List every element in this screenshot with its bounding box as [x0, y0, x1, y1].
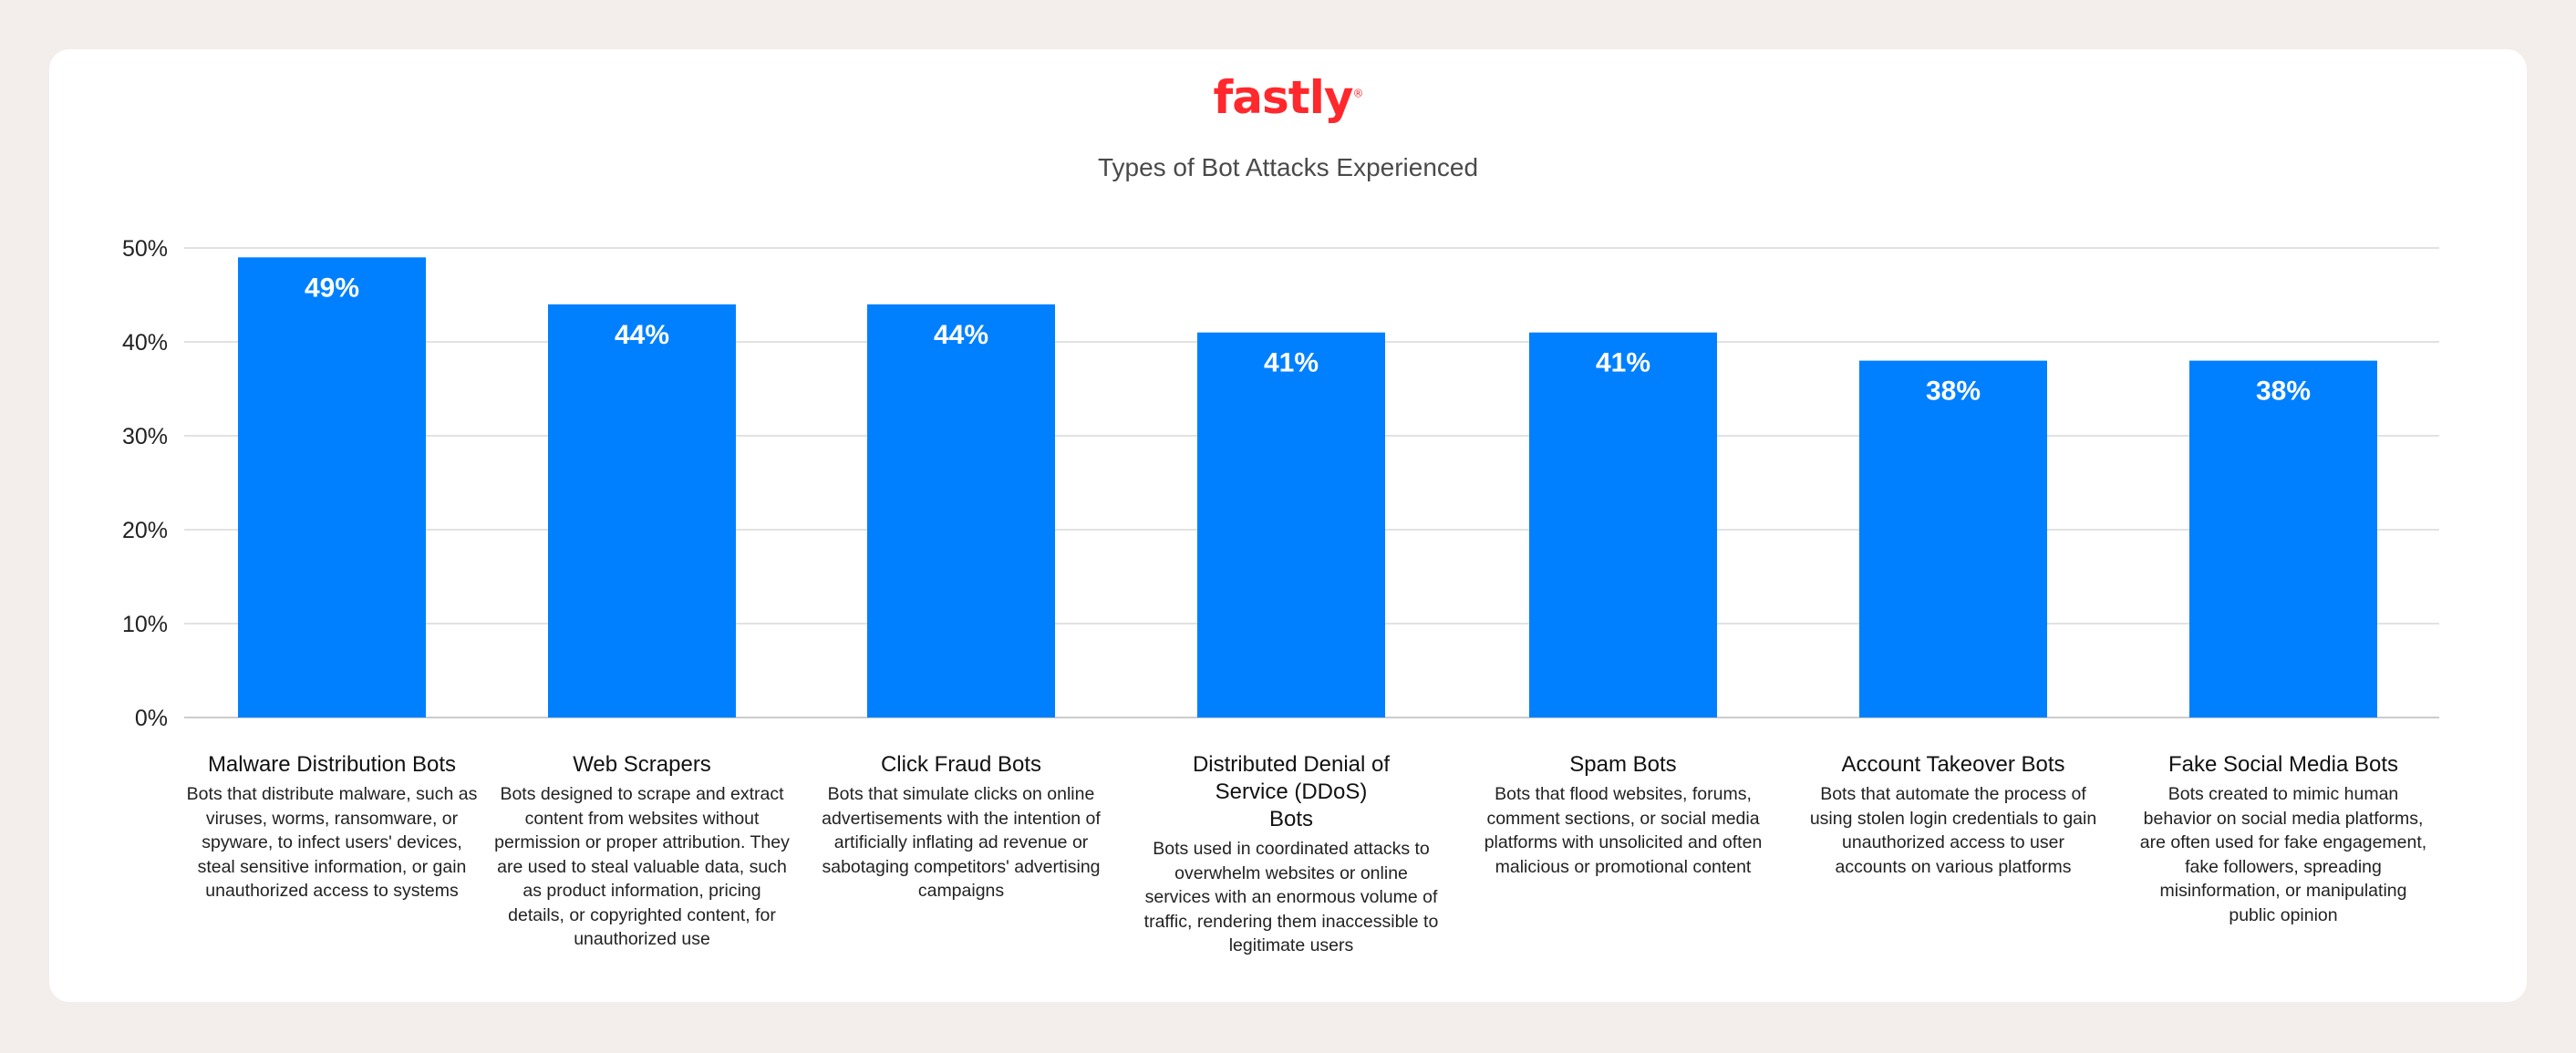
bar-data-label: 41% — [1264, 348, 1319, 378]
category-description: Bots that distribute malware, such as vi… — [186, 784, 478, 901]
category-title: Malware Distribution Bots — [207, 752, 457, 777]
category-label: Malware Distribution Bots Bots that distr… — [177, 751, 487, 903]
category-label: Fake Social Media Bots Bots created to mi… — [2128, 751, 2438, 927]
bar — [1197, 332, 1385, 717]
bar — [1529, 332, 1717, 717]
category-description: Bots that simulate clicks on online adve… — [822, 784, 1101, 901]
category-description: Bots designed to scrape and extract cont… — [494, 784, 790, 949]
category-description: Bots that automate the process of using … — [1809, 784, 2097, 877]
category-title: Web Scrapers — [573, 752, 711, 777]
category-label: Account Takeover Bots Bots that automate … — [1798, 751, 2108, 879]
category-description: Bots created to mimic human behavior on … — [2139, 784, 2427, 925]
bar — [238, 257, 426, 717]
y-tick-label: 20% — [122, 518, 168, 543]
category-label: Click Fraud Bots Bots that simulate click… — [806, 751, 1116, 903]
bar — [1859, 360, 2047, 717]
bar-data-label: 44% — [934, 320, 988, 350]
bar-data-label: 44% — [615, 320, 669, 350]
category-label: Spam Bots Bots that flood websites, forum… — [1468, 751, 1778, 879]
category-title: Fake Social Media Bots — [2167, 752, 2399, 777]
y-tick-label: 0% — [135, 706, 168, 731]
category-title: Account Takeover Bots — [1841, 752, 2065, 777]
y-tick-label: 10% — [122, 612, 168, 637]
bar-data-label: 41% — [1596, 348, 1650, 378]
bar — [2189, 360, 2377, 717]
category-title: Distributed Denial of Service (DDoS) Bot… — [1192, 752, 1391, 831]
bar — [548, 304, 736, 717]
category-description: Bots used in coordinated attacks to over… — [1143, 839, 1439, 955]
fastly-logo: fastly® — [1213, 71, 1364, 124]
category-title: Spam Bots — [1569, 752, 1677, 777]
category-label: Web Scrapers Bots designed to scrape and … — [487, 751, 797, 952]
y-tick-label: 40% — [122, 330, 168, 356]
bar-data-label: 38% — [2256, 377, 2311, 407]
bar — [867, 304, 1055, 717]
logo-text: fastly — [1213, 71, 1354, 124]
y-tick-label: 50% — [122, 236, 168, 262]
bar-data-label: 49% — [305, 273, 359, 303]
chart-title: Types of Bot Attacks Experienced — [1097, 153, 1479, 181]
category-description: Bots that flood websites, forums, commen… — [1484, 784, 1763, 877]
category-label: Distributed Denial of Service (DDoS) Bot… — [1136, 751, 1446, 958]
category-title: Click Fraud Bots — [880, 752, 1042, 777]
y-tick-label: 30% — [122, 424, 168, 449]
bar-data-label: 38% — [1926, 377, 1981, 407]
